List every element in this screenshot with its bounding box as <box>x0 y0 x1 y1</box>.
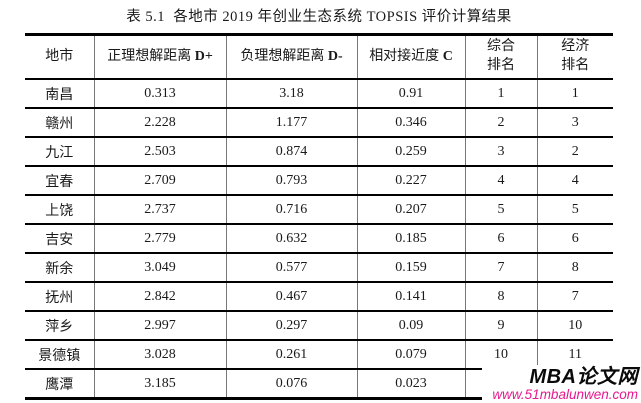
cell-city: 上饶 <box>25 195 94 225</box>
cell-closeness: 0.227 <box>356 166 465 196</box>
cell-econ-rank: 3 <box>536 108 613 138</box>
cell-d-plus: 2.779 <box>93 224 226 254</box>
cell-closeness: 0.207 <box>356 195 465 225</box>
cell-city: 抚州 <box>25 282 94 312</box>
cell-d-plus: 0.313 <box>93 79 226 109</box>
col-header-d-plus-symbol: D+ <box>194 48 213 64</box>
cell-city: 萍乡 <box>25 311 94 341</box>
col-header-overall-rank-line1: 综合 <box>487 39 515 55</box>
col-header-closeness: 相对接近度 C <box>356 34 465 80</box>
cell-d-plus: 2.842 <box>93 282 226 312</box>
cell-closeness: 0.09 <box>356 311 465 341</box>
table-row: 赣州 2.228 1.177 0.346 2 3 <box>25 108 613 138</box>
table-caption: 表 5.1 各地市 2019 年创业生态系统 TOPSIS 评价计算结果 <box>126 9 512 25</box>
watermark-url-text: www.51mbalunwen.com <box>492 386 638 402</box>
table-row: 抚州 2.842 0.467 0.141 8 7 <box>25 282 613 312</box>
cell-d-minus: 0.467 <box>225 282 357 312</box>
col-header-d-plus: 正理想解距离 D+ <box>93 34 226 80</box>
cell-d-minus: 0.874 <box>225 137 357 167</box>
table-row: 萍乡 2.997 0.297 0.09 9 10 <box>25 311 613 341</box>
table-row: 南昌 0.313 3.18 0.91 1 1 <box>25 79 613 109</box>
cell-closeness: 0.91 <box>356 79 465 109</box>
cell-overall-rank: 2 <box>464 108 537 138</box>
table-row: 新余 3.049 0.577 0.159 7 8 <box>25 253 613 283</box>
cell-d-plus: 2.737 <box>93 195 226 225</box>
cell-city: 九江 <box>25 137 94 167</box>
cell-city: 赣州 <box>25 108 94 138</box>
cell-closeness: 0.141 <box>356 282 465 312</box>
col-header-overall-rank-line2: 排名 <box>487 58 515 73</box>
cell-overall-rank: 9 <box>464 311 537 341</box>
cell-econ-rank: 5 <box>536 195 613 225</box>
cell-closeness: 0.159 <box>356 253 465 283</box>
cell-d-minus: 0.716 <box>225 195 357 225</box>
cell-city: 吉安 <box>25 224 94 254</box>
cell-d-minus: 0.076 <box>225 369 357 400</box>
cell-closeness: 0.023 <box>356 369 465 400</box>
cell-d-plus: 2.997 <box>93 311 226 341</box>
cell-econ-rank: 6 <box>536 224 613 254</box>
watermark: MBA论文网 www.51mbalunwen.com <box>482 364 640 403</box>
cell-d-plus: 3.049 <box>93 253 226 283</box>
cell-city: 新余 <box>25 253 94 283</box>
cell-closeness: 0.079 <box>356 340 465 370</box>
table-row: 吉安 2.779 0.632 0.185 6 6 <box>25 224 613 254</box>
cell-closeness: 0.259 <box>356 137 465 167</box>
cell-econ-rank: 8 <box>536 253 613 283</box>
topsis-results-table: 地市 正理想解距离 D+ 负理想解距离 D- 相对接近度 C 综合排名 经济排名… <box>25 33 613 400</box>
cell-econ-rank: 10 <box>536 311 613 341</box>
cell-d-plus: 3.028 <box>93 340 226 370</box>
cell-overall-rank: 6 <box>464 224 537 254</box>
cell-overall-rank: 3 <box>464 137 537 167</box>
cell-d-minus: 1.177 <box>225 108 357 138</box>
table-row: 九江 2.503 0.874 0.259 3 2 <box>25 137 613 167</box>
col-header-d-minus: 负理想解距离 D- <box>225 34 357 80</box>
cell-d-plus: 2.709 <box>93 166 226 196</box>
cell-city: 鹰潭 <box>25 369 94 400</box>
cell-d-plus: 3.185 <box>93 369 226 400</box>
col-header-closeness-label: 相对接近度 <box>369 48 440 64</box>
table-row: 上饶 2.737 0.716 0.207 5 5 <box>25 195 613 225</box>
cell-econ-rank: 2 <box>536 137 613 167</box>
cell-closeness: 0.346 <box>356 108 465 138</box>
col-header-econ-rank: 经济 排名 <box>536 34 613 80</box>
cell-city: 景德镇 <box>25 340 94 370</box>
col-header-city-label: 地市 <box>45 48 74 64</box>
cell-city: 南昌 <box>25 79 94 109</box>
cell-d-minus: 0.297 <box>225 311 357 341</box>
cell-econ-rank: 7 <box>536 282 613 312</box>
cell-d-minus: 0.793 <box>225 166 357 196</box>
cell-closeness: 0.185 <box>356 224 465 254</box>
col-header-d-minus-symbol: D- <box>327 48 343 64</box>
cell-city: 宜春 <box>25 166 94 196</box>
col-header-closeness-symbol: C <box>442 48 453 64</box>
cell-overall-rank: 8 <box>464 282 537 312</box>
table-row: 宜春 2.709 0.793 0.227 4 4 <box>25 166 613 196</box>
header-row: 地市 正理想解距离 D+ 负理想解距离 D- 相对接近度 C 综合排名 经济排名 <box>25 34 613 80</box>
col-header-d-minus-label: 负理想解距离 <box>240 48 325 64</box>
cell-d-minus: 3.18 <box>225 79 357 109</box>
cell-overall-rank: 1 <box>464 79 537 109</box>
col-header-d-plus-label: 正理想解距离 <box>107 48 192 64</box>
cell-d-minus: 0.632 <box>225 224 357 254</box>
col-header-econ-rank-line2: 排名 <box>561 58 590 73</box>
watermark-brand-text: MBA论文网 <box>529 365 638 388</box>
col-header-econ-rank-line1: 经济 <box>561 39 590 55</box>
cell-d-minus: 0.261 <box>225 340 357 370</box>
col-header-city: 地市 <box>25 34 94 80</box>
cell-econ-rank: 1 <box>536 79 613 109</box>
cell-d-minus: 0.577 <box>225 253 357 283</box>
cell-overall-rank: 5 <box>464 195 537 225</box>
cell-d-plus: 2.503 <box>93 137 226 167</box>
cell-overall-rank: 4 <box>464 166 537 196</box>
cell-overall-rank: 7 <box>464 253 537 283</box>
cell-econ-rank: 4 <box>536 166 613 196</box>
cell-d-plus: 2.228 <box>93 108 226 138</box>
col-header-overall-rank: 综合 排名 <box>464 34 537 80</box>
